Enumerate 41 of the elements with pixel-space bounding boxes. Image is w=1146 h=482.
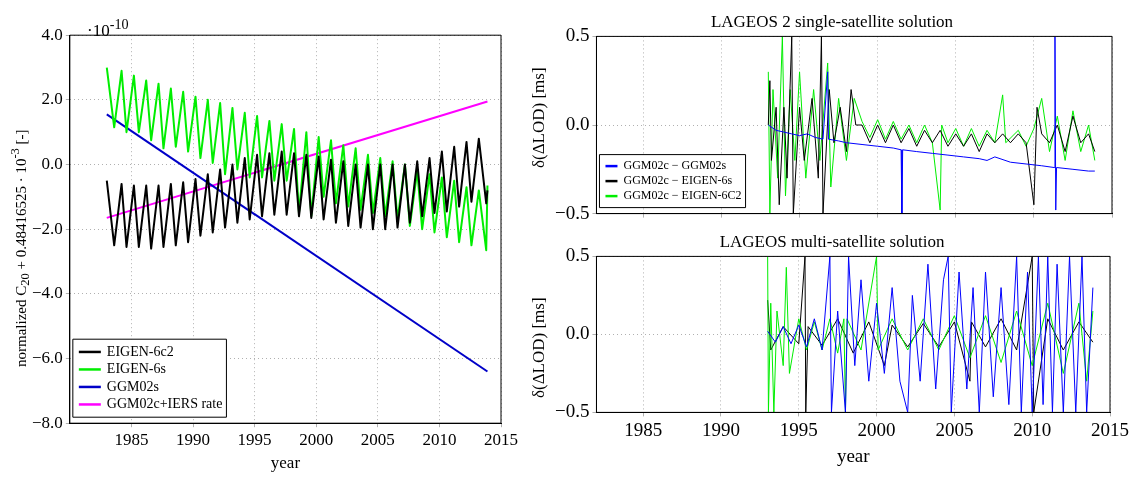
y-tick-label: 0.5 — [565, 24, 590, 46]
y-tick-label: −2.0 — [31, 218, 63, 238]
legend-label: GGM02s — [106, 378, 159, 394]
x-tick-label: 1990 — [701, 418, 740, 440]
y-tick-label: 4.0 — [41, 24, 63, 44]
y-tick-label: −6.0 — [31, 348, 63, 367]
x-tick-label: 2005 — [935, 418, 974, 440]
chart-title: LAGEOS 2 single-satellite solution — [710, 11, 954, 31]
y-tick-label: 0.0 — [565, 322, 590, 344]
x-tick-label: 1990 — [176, 429, 211, 449]
x-tick-label: 2005 — [360, 429, 395, 449]
legend-label: EIGEN-6c2 — [106, 343, 174, 359]
y-tick-label: −0.5 — [555, 201, 590, 223]
x-tick-label: 2000 — [857, 418, 896, 440]
y-tick-label: 0.5 — [565, 244, 590, 266]
x-tick-label: 1995 — [779, 418, 818, 440]
y-axis-title: δ(ΔLOD) [ms] — [529, 66, 549, 171]
x-axis-title: year — [836, 444, 871, 466]
y-tick-label: −8.0 — [31, 412, 63, 432]
annotation: ·10$^{-10}$ — [87, 16, 129, 41]
x-tick-label: 1985 — [114, 429, 149, 449]
x-tick-label: 2015 — [484, 429, 518, 449]
legend-label: GGM02c − EIGEN-6s — [623, 173, 733, 188]
y-tick-label: 0.0 — [41, 154, 63, 173]
legend-label: EIGEN-6s — [106, 361, 166, 377]
x-tick-label: 2000 — [299, 429, 334, 449]
legend-label: GGM02c+IERS rate — [106, 396, 223, 412]
x-tick-label: 1995 — [237, 429, 272, 449]
x-tick-label: 2010 — [1013, 418, 1052, 440]
x-tick-label: 2010 — [422, 429, 457, 449]
y-tick-label: −0.5 — [555, 400, 590, 422]
legend-label: GGM02c − EIGEN-6C2 — [623, 188, 742, 203]
legend-label: GGM02c − GGM02s — [623, 158, 727, 173]
x-axis-title: year — [270, 453, 301, 473]
y-tick-label: 2.0 — [41, 89, 63, 109]
x-tick-label: 2015 — [1091, 418, 1129, 440]
chart-title: LAGEOS multi-satellite solution — [719, 231, 945, 251]
y-tick-label: 0.0 — [565, 112, 590, 134]
y-tick-label: −4.0 — [31, 283, 63, 303]
y-axis-title: δ(ΔLOD) [ms] — [529, 296, 549, 401]
x-tick-label: 1985 — [624, 418, 663, 440]
